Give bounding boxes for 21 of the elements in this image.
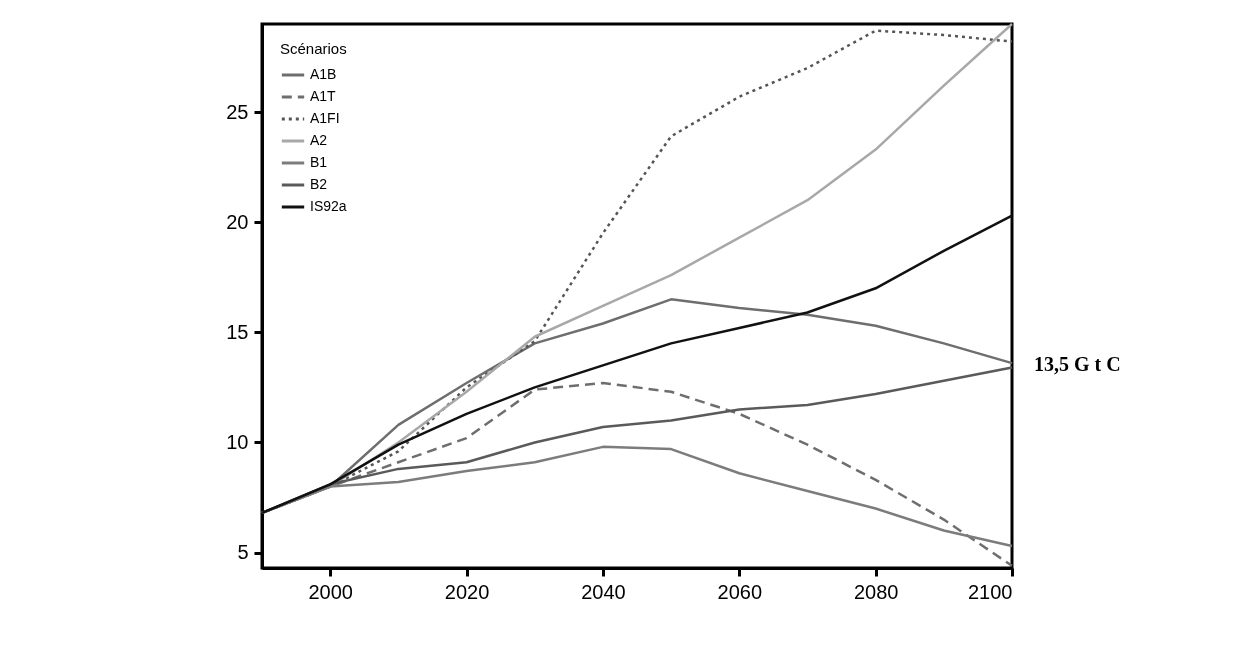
y-tick-label: 25 [226, 100, 249, 123]
legend-title: Scénarios [280, 40, 347, 57]
x-tick-label: 2080 [853, 580, 899, 603]
x-tick-label: 2060 [717, 580, 763, 603]
x-tick-label: 2020 [444, 580, 490, 603]
x-tick-label: 2100 [968, 580, 1013, 603]
legend-label: A2 [310, 132, 328, 148]
legend-label: A1B [310, 66, 337, 82]
x-tick-label: 2040 [581, 580, 626, 603]
line-series [260, 214, 1014, 515]
legend-label: A1FI [310, 110, 340, 126]
y-tick-label: 15 [226, 320, 249, 343]
y-tick-label: 5 [237, 541, 249, 564]
legend-label: IS92a [310, 198, 347, 214]
y-tick-label: 10 [226, 430, 249, 453]
legend-label: B1 [310, 154, 328, 170]
legend-label: B2 [310, 176, 328, 192]
x-tick-label: 2000 [308, 580, 353, 603]
legend-label: A1T [310, 88, 337, 104]
annotation: 13,5 G t C [1034, 353, 1121, 376]
y-tick-label: 20 [226, 210, 249, 233]
